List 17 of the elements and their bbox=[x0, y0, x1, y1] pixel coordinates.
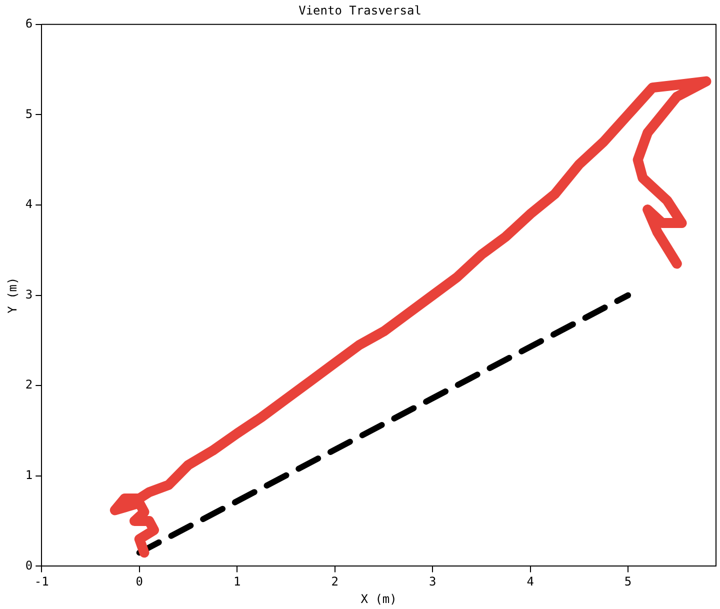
y-tick-label: 1 bbox=[25, 468, 33, 482]
x-tick-label: 5 bbox=[624, 574, 632, 589]
x-tick-label: 3 bbox=[428, 574, 436, 589]
y-tick-label: 6 bbox=[25, 16, 33, 31]
x-tick-label: 2 bbox=[331, 574, 338, 589]
x-tick-label: 0 bbox=[136, 574, 143, 589]
x-axis-title: X (m) bbox=[360, 592, 397, 606]
chart-title: Viento Trasversal bbox=[298, 3, 422, 18]
y-tick-label: 0 bbox=[25, 558, 33, 572]
y-tick-label: 3 bbox=[25, 287, 33, 302]
y-tick-label: 4 bbox=[25, 197, 33, 212]
x-tick-label: 1 bbox=[233, 574, 241, 589]
y-tick-label: 2 bbox=[25, 378, 33, 392]
y-tick-label: 5 bbox=[25, 106, 33, 121]
x-tick-label: -1 bbox=[34, 574, 49, 589]
y-axis-title: Y (m) bbox=[5, 277, 20, 314]
x-tick-label: 4 bbox=[526, 574, 534, 589]
